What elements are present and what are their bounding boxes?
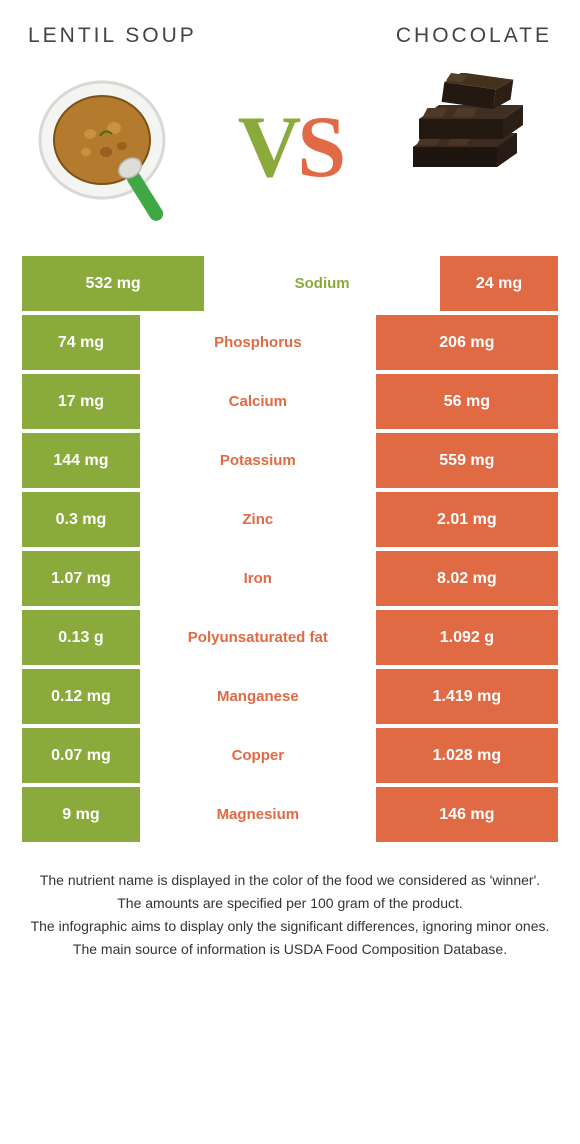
left-value: 0.07 mg bbox=[22, 728, 140, 783]
right-value: 56 mg bbox=[376, 374, 558, 429]
footnote-line: The main source of information is USDA F… bbox=[26, 939, 554, 960]
table-row: 1.07 mgIron8.02 mg bbox=[22, 551, 558, 606]
nutrient-name: Potassium bbox=[140, 433, 376, 488]
right-value: 206 mg bbox=[376, 315, 558, 370]
nutrient-table: 532 mgSodium24 mg74 mgPhosphorus206 mg17… bbox=[22, 256, 558, 842]
left-value: 0.13 g bbox=[22, 610, 140, 665]
nutrient-name: Sodium bbox=[204, 256, 440, 311]
left-value: 0.3 mg bbox=[22, 492, 140, 547]
nutrient-name: Zinc bbox=[140, 492, 376, 547]
table-row: 532 mgSodium24 mg bbox=[22, 256, 558, 311]
right-value: 559 mg bbox=[376, 433, 558, 488]
vs-v: V bbox=[238, 99, 298, 196]
nutrient-name: Manganese bbox=[140, 669, 376, 724]
left-value: 532 mg bbox=[22, 256, 204, 311]
left-value: 17 mg bbox=[22, 374, 140, 429]
right-value: 2.01 mg bbox=[376, 492, 558, 547]
table-row: 0.3 mgZinc2.01 mg bbox=[22, 492, 558, 547]
images-row: VS bbox=[22, 68, 558, 228]
nutrient-name: Magnesium bbox=[140, 787, 376, 842]
left-food-image bbox=[30, 68, 190, 228]
right-value: 146 mg bbox=[376, 787, 558, 842]
nutrient-name: Iron bbox=[140, 551, 376, 606]
right-food-title: Chocolate bbox=[290, 24, 552, 48]
left-value: 0.12 mg bbox=[22, 669, 140, 724]
footnote-line: The amounts are specified per 100 gram o… bbox=[26, 893, 554, 914]
right-food-image bbox=[390, 68, 550, 228]
lentil-soup-icon bbox=[30, 68, 190, 228]
header-row: Lentil soup Chocolate bbox=[22, 24, 558, 48]
table-row: 74 mgPhosphorus206 mg bbox=[22, 315, 558, 370]
nutrient-name: Copper bbox=[140, 728, 376, 783]
footnote-line: The nutrient name is displayed in the co… bbox=[26, 870, 554, 891]
table-row: 0.07 mgCopper1.028 mg bbox=[22, 728, 558, 783]
chocolate-icon bbox=[395, 73, 545, 223]
left-food-title: Lentil soup bbox=[28, 24, 290, 48]
table-row: 0.12 mgManganese1.419 mg bbox=[22, 669, 558, 724]
nutrient-name: Polyunsaturated fat bbox=[140, 610, 376, 665]
footnote-line: The infographic aims to display only the… bbox=[26, 916, 554, 937]
left-value: 9 mg bbox=[22, 787, 140, 842]
table-row: 17 mgCalcium56 mg bbox=[22, 374, 558, 429]
nutrient-name: Phosphorus bbox=[140, 315, 376, 370]
left-value: 144 mg bbox=[22, 433, 140, 488]
table-row: 144 mgPotassium559 mg bbox=[22, 433, 558, 488]
nutrient-name: Calcium bbox=[140, 374, 376, 429]
footnotes: The nutrient name is displayed in the co… bbox=[22, 870, 558, 960]
left-value: 1.07 mg bbox=[22, 551, 140, 606]
right-value: 24 mg bbox=[440, 256, 558, 311]
right-value: 1.419 mg bbox=[376, 669, 558, 724]
vs-s: S bbox=[297, 99, 342, 196]
right-value: 1.092 g bbox=[376, 610, 558, 665]
vs-label: VS bbox=[238, 104, 343, 192]
right-value: 1.028 mg bbox=[376, 728, 558, 783]
left-value: 74 mg bbox=[22, 315, 140, 370]
right-value: 8.02 mg bbox=[376, 551, 558, 606]
table-row: 0.13 gPolyunsaturated fat1.092 g bbox=[22, 610, 558, 665]
table-row: 9 mgMagnesium146 mg bbox=[22, 787, 558, 842]
